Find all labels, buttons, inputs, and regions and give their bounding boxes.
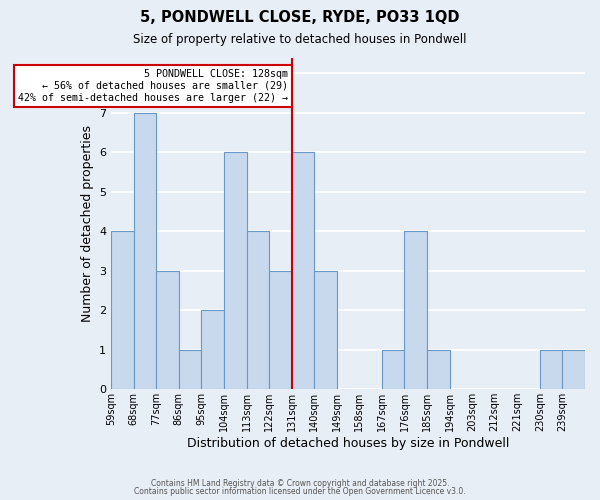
Bar bbox=[314, 271, 337, 390]
Bar bbox=[224, 152, 247, 390]
Bar bbox=[179, 350, 202, 390]
Bar bbox=[247, 232, 269, 390]
Text: Size of property relative to detached houses in Pondwell: Size of property relative to detached ho… bbox=[133, 32, 467, 46]
Bar bbox=[111, 232, 134, 390]
Bar bbox=[562, 350, 585, 390]
Bar bbox=[427, 350, 449, 390]
Text: 5, PONDWELL CLOSE, RYDE, PO33 1QD: 5, PONDWELL CLOSE, RYDE, PO33 1QD bbox=[140, 10, 460, 25]
Bar bbox=[202, 310, 224, 390]
Bar bbox=[134, 113, 157, 390]
Text: Contains HM Land Registry data © Crown copyright and database right 2025.: Contains HM Land Registry data © Crown c… bbox=[151, 478, 449, 488]
Y-axis label: Number of detached properties: Number of detached properties bbox=[80, 125, 94, 322]
Bar bbox=[292, 152, 314, 390]
Text: 5 PONDWELL CLOSE: 128sqm
← 56% of detached houses are smaller (29)
42% of semi-d: 5 PONDWELL CLOSE: 128sqm ← 56% of detach… bbox=[18, 70, 288, 102]
Bar bbox=[404, 232, 427, 390]
Bar bbox=[382, 350, 404, 390]
X-axis label: Distribution of detached houses by size in Pondwell: Distribution of detached houses by size … bbox=[187, 437, 509, 450]
Text: Contains public sector information licensed under the Open Government Licence v3: Contains public sector information licen… bbox=[134, 487, 466, 496]
Bar bbox=[269, 271, 292, 390]
Bar bbox=[157, 271, 179, 390]
Bar bbox=[540, 350, 562, 390]
